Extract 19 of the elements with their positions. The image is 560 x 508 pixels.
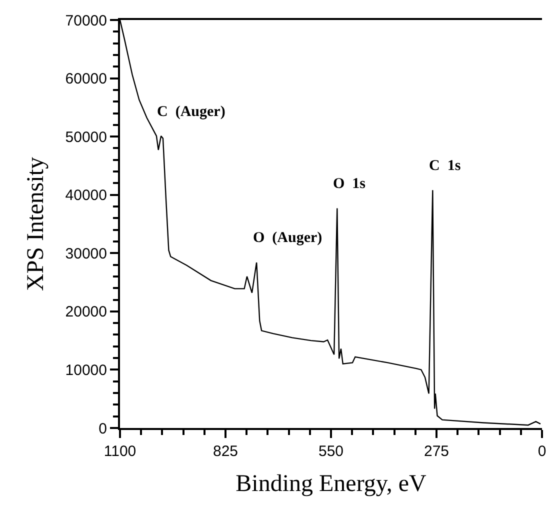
annotation: C (Auger) bbox=[157, 104, 226, 120]
y-tick-label: 60000 bbox=[65, 70, 107, 88]
x-tick-label: 1100 bbox=[104, 443, 136, 460]
y-tick-label: 30000 bbox=[65, 245, 107, 262]
annotation: C 1s bbox=[429, 158, 461, 174]
annotation: O (Auger) bbox=[253, 230, 322, 246]
y-axis-title: XPS Intensity bbox=[22, 156, 49, 292]
x-axis-title: Binding Energy, eV bbox=[236, 470, 427, 497]
y-tick-label: 50000 bbox=[65, 128, 107, 146]
y-tick-label: 10000 bbox=[65, 362, 107, 379]
x-tick-label: 275 bbox=[424, 443, 450, 460]
x-tick-label: 0 bbox=[538, 443, 546, 460]
annotation: O 1s bbox=[333, 176, 366, 192]
y-tick-label: 70000 bbox=[65, 12, 107, 30]
y-tick-label: 40000 bbox=[65, 187, 107, 204]
y-tick-label: 20000 bbox=[65, 304, 107, 321]
y-tick-label: 0 bbox=[98, 420, 107, 438]
x-tick-label: 550 bbox=[318, 443, 344, 460]
x-tick-label: 825 bbox=[212, 443, 238, 460]
